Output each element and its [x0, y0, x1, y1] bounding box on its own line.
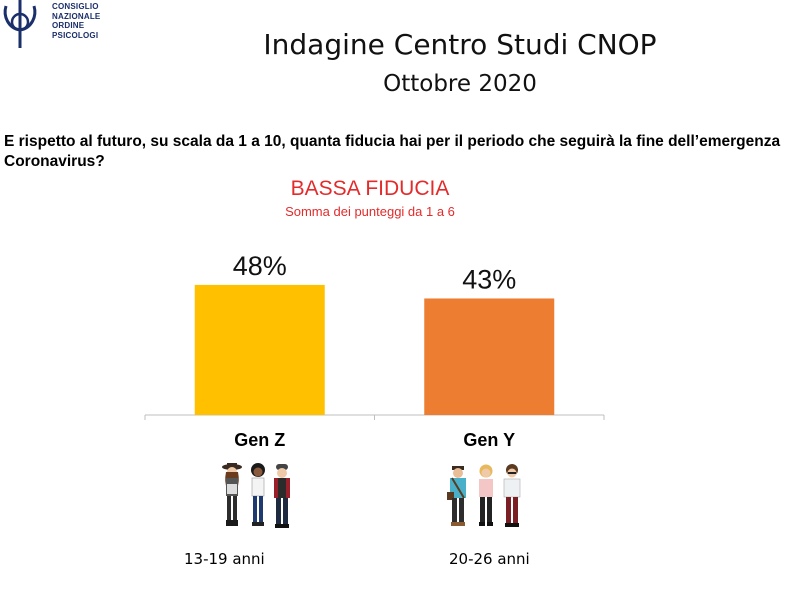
person-figure: [222, 463, 242, 526]
x-tick-label: Gen Y: [463, 430, 515, 450]
person-figure: [251, 463, 265, 526]
bar-chart: 48% Gen Z 43% Gen Y: [144, 251, 605, 450]
person-figure: [447, 466, 466, 526]
data-label: 43%: [462, 264, 516, 294]
bar-gen-y: [424, 298, 555, 415]
logo-line: NAZIONALE: [52, 11, 101, 21]
person-figure: [503, 464, 521, 527]
cnop-logo-mark: [3, 0, 37, 48]
bar-gen-z: [194, 284, 325, 415]
age-range-gen-z: 13-19 anni: [184, 550, 265, 568]
page-subtitle: Ottobre 2020: [383, 71, 537, 97]
x-tick-label: Gen Z: [234, 430, 285, 450]
page-title: Indagine Centro Studi CNOP: [263, 28, 657, 61]
logo-line: CONSIGLIO: [52, 2, 99, 11]
survey-question: E rispetto al futuro, su scala da 1 a 10…: [4, 133, 781, 170]
data-label: 48%: [233, 251, 287, 281]
gen-y-people-illustration: [447, 464, 521, 527]
logo-line: PSICOLOGI: [52, 30, 99, 40]
person-figure: [274, 464, 290, 528]
age-range-gen-y: 20-26 anni: [449, 550, 530, 568]
person-figure: [479, 464, 493, 526]
chart-title: BASSA FIDUCIA: [290, 177, 450, 200]
logo-text: CONSIGLIO NAZIONALE ORDINE PSICOLOGI: [52, 2, 100, 40]
chart-subtitle: Somma dei punteggi da 1 a 6: [285, 204, 455, 219]
gen-z-people-illustration: [222, 463, 290, 528]
logo-line: ORDINE: [52, 21, 85, 30]
